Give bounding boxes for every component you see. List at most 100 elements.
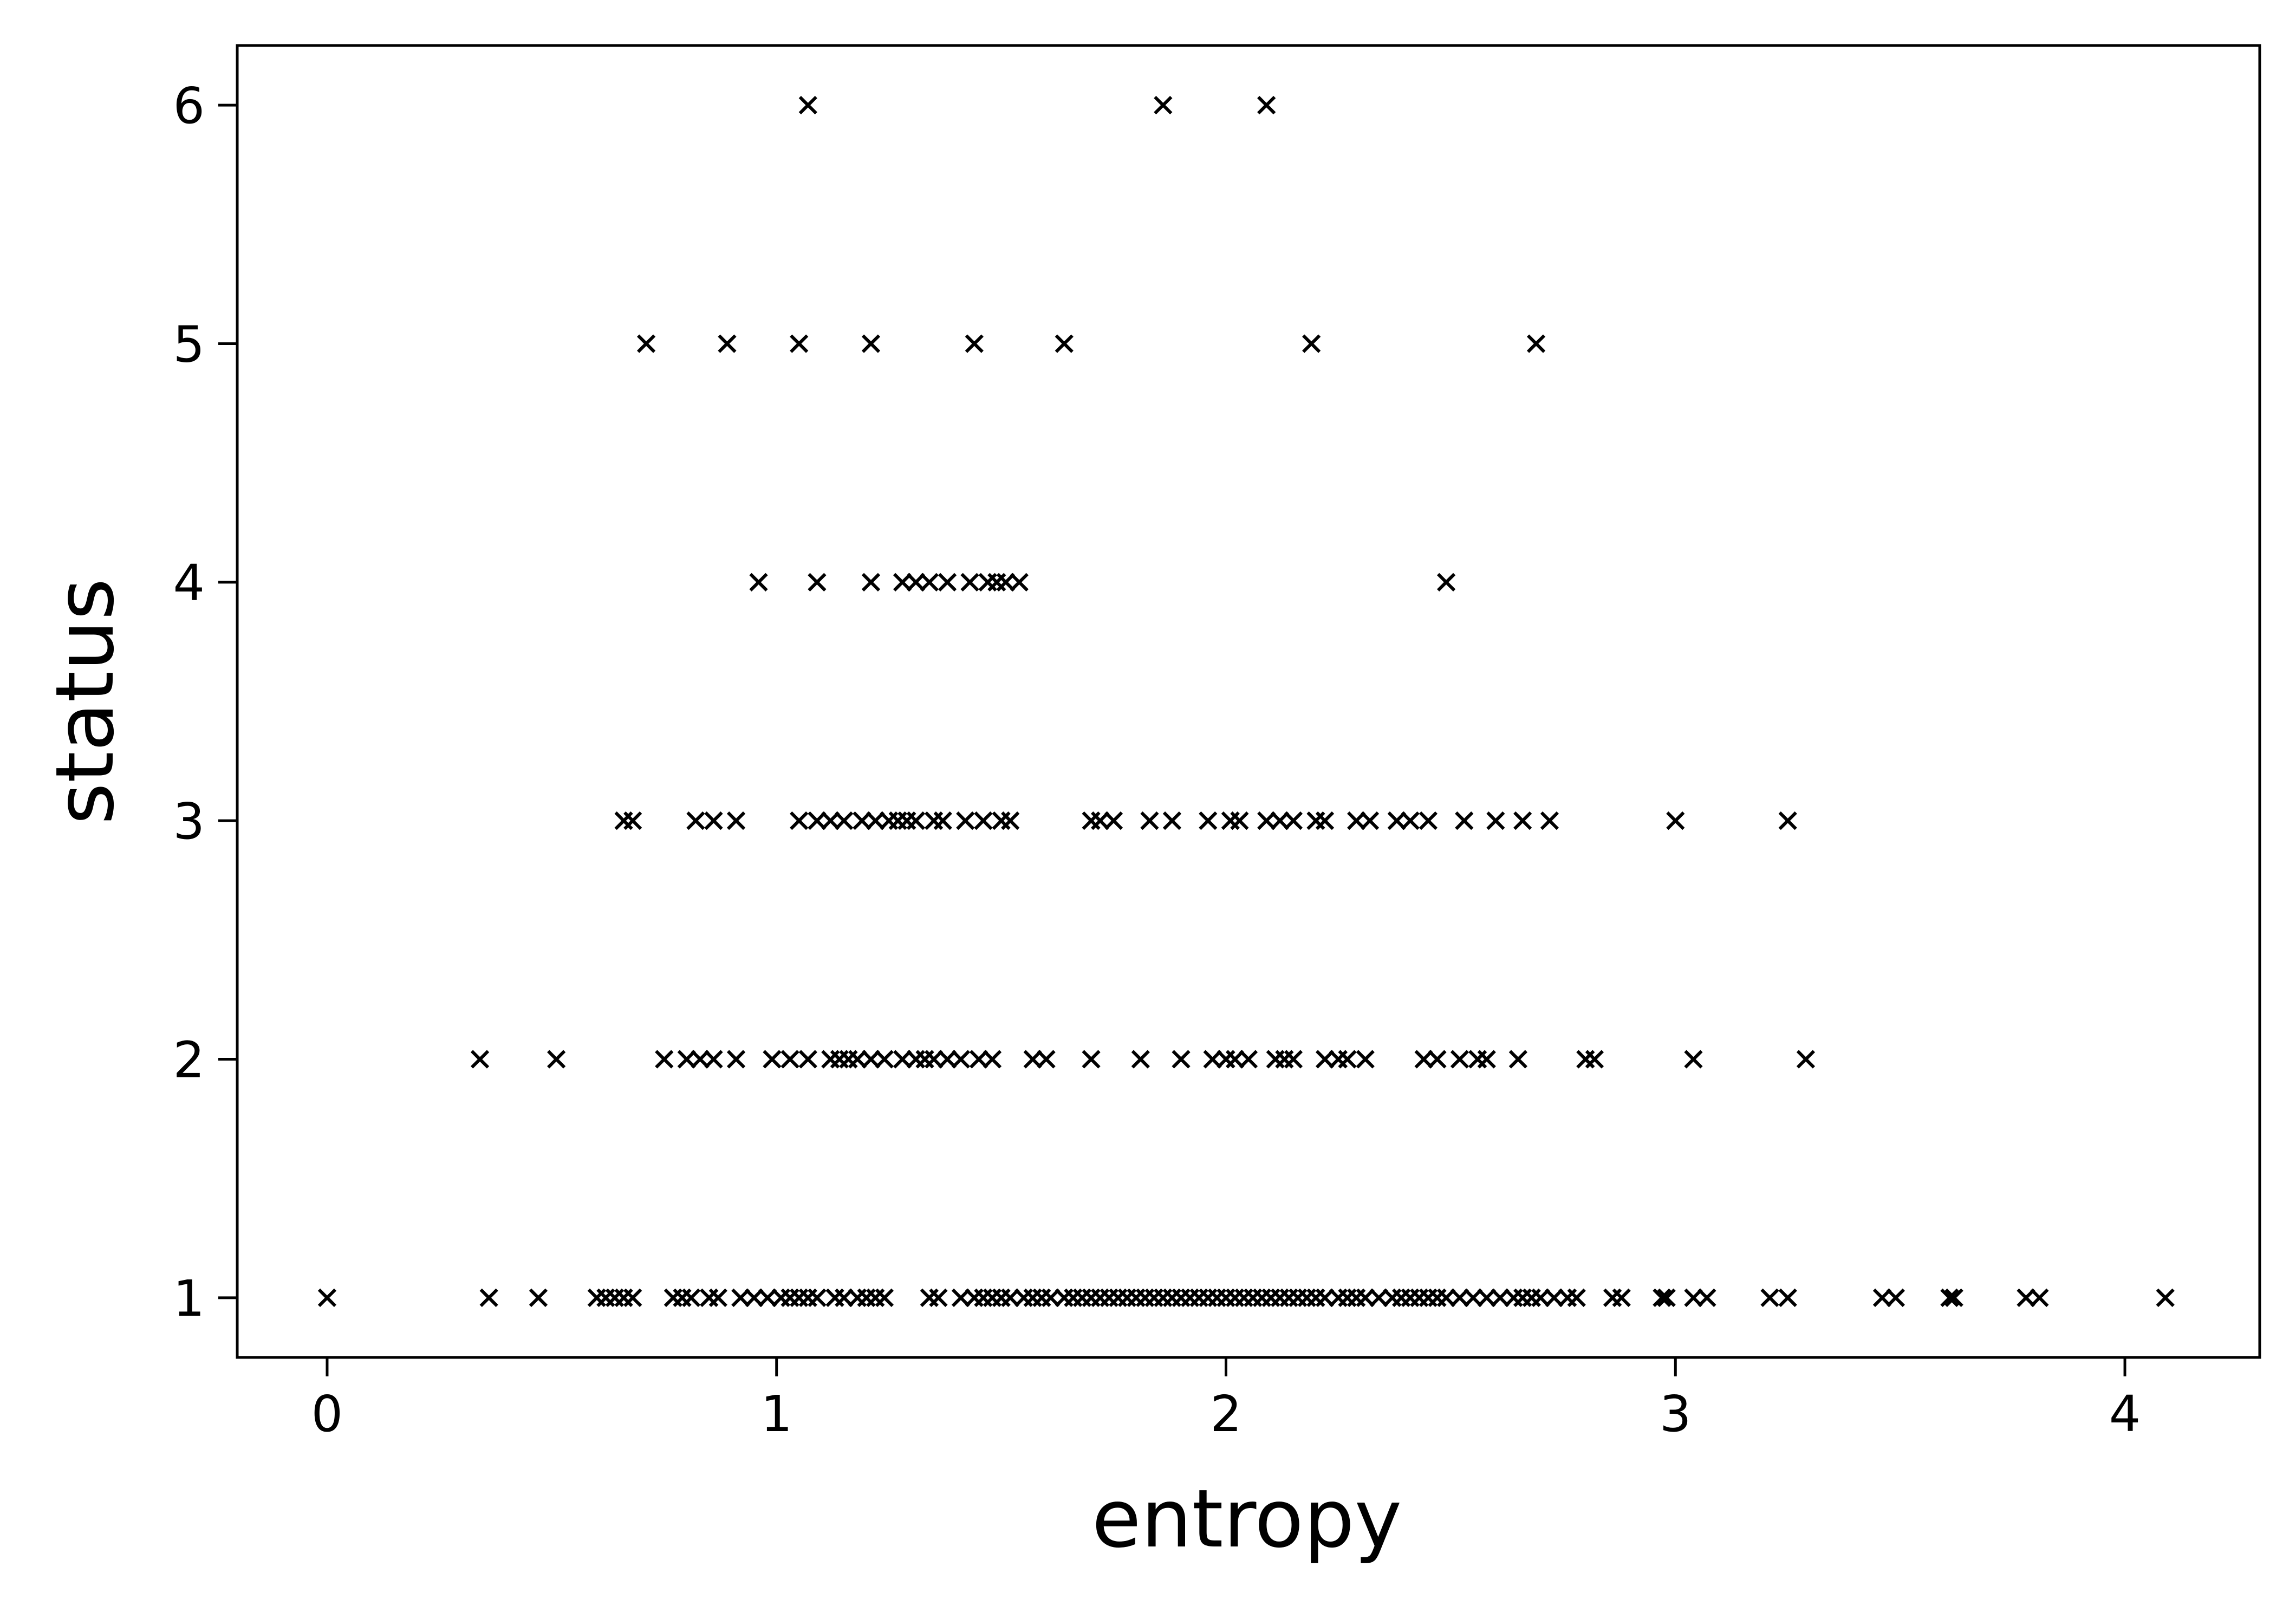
data-point	[1401, 811, 1420, 830]
data-point	[1513, 811, 1532, 830]
data-point	[808, 1288, 827, 1308]
data-point	[1436, 573, 1456, 592]
y-tick-label: 1	[173, 1270, 205, 1328]
data-point	[1230, 811, 1249, 830]
data-point	[1302, 334, 1321, 353]
data-point	[798, 1050, 817, 1069]
data-point	[1778, 811, 1797, 830]
data-point	[1540, 811, 1559, 830]
x-tick-label: 2	[1210, 1385, 1242, 1443]
data-point	[1531, 1288, 1550, 1308]
data-point	[1545, 1288, 1564, 1308]
data-point	[745, 1288, 764, 1308]
data-point	[938, 573, 957, 592]
data-point	[1356, 1050, 1375, 1069]
data-point	[547, 1050, 566, 1069]
data-point	[893, 573, 912, 592]
data-point	[1477, 1288, 1496, 1308]
data-point	[636, 334, 656, 353]
data-point	[1091, 811, 1110, 830]
data-point	[938, 1050, 957, 1069]
data-point	[933, 811, 952, 830]
data-point	[1450, 1288, 1469, 1308]
data-point	[1428, 1050, 1447, 1069]
data-point	[1037, 1050, 1056, 1069]
data-point	[1172, 1050, 1191, 1069]
data-point	[970, 1050, 988, 1069]
data-point	[1001, 1288, 1020, 1308]
data-point	[317, 1288, 337, 1308]
data-point	[1414, 1050, 1433, 1069]
data-point	[1315, 1050, 1335, 1069]
data-point	[861, 573, 881, 592]
data-point	[1653, 1288, 1671, 1308]
data-point	[1315, 1288, 1335, 1308]
x-tick-label: 0	[311, 1385, 343, 1443]
data-point	[1697, 1288, 1716, 1308]
data-point	[1347, 811, 1366, 830]
data-point	[749, 573, 768, 592]
data-point	[1023, 1050, 1042, 1069]
data-point	[1284, 1050, 1303, 1069]
data-point	[835, 811, 854, 830]
data-point	[1055, 334, 1074, 353]
data-point	[1257, 95, 1276, 115]
data-point	[1464, 1288, 1483, 1308]
data-point	[529, 1288, 548, 1308]
data-point	[1477, 1050, 1496, 1069]
data-point	[1585, 1050, 1604, 1069]
data-point	[1162, 811, 1182, 830]
x-axis-ticks: 0 1 2 3 4	[311, 1357, 2141, 1443]
data-point	[1199, 811, 1218, 830]
data-point	[920, 573, 939, 592]
data-point	[1306, 811, 1325, 830]
y-tick-label: 2	[173, 1031, 205, 1089]
data-point	[704, 811, 723, 830]
data-point	[1154, 95, 1173, 115]
data-point	[655, 1050, 674, 1069]
data-point	[1131, 1050, 1150, 1069]
data-point	[2030, 1288, 2049, 1308]
x-tick-label: 3	[1660, 1385, 1692, 1443]
data-point	[677, 1050, 696, 1069]
data-point	[1203, 1050, 1222, 1069]
data-point	[1001, 811, 1020, 830]
data-point	[906, 811, 926, 830]
x-tick-label: 4	[2109, 1385, 2141, 1443]
data-point	[1684, 1288, 1703, 1308]
data-point	[2156, 1288, 2175, 1308]
data-point	[1796, 1050, 1816, 1069]
data-point	[951, 1050, 971, 1069]
x-axis-label: entropy	[1092, 1472, 1402, 1565]
data-point	[906, 573, 926, 592]
data-point	[1356, 1288, 1375, 1308]
data-point	[853, 811, 871, 830]
data-point	[708, 1288, 727, 1308]
data-point	[479, 1288, 498, 1308]
data-point	[808, 811, 827, 830]
data-point	[996, 573, 1016, 592]
data-point	[1567, 1288, 1586, 1308]
data-point	[861, 1050, 881, 1069]
data-point	[1225, 1050, 1245, 1069]
data-point	[1041, 1288, 1061, 1308]
data-point	[1508, 1050, 1527, 1069]
data-point	[1369, 1288, 1388, 1308]
data-point	[758, 1288, 777, 1308]
data-point	[866, 811, 885, 830]
data-point	[929, 1288, 948, 1308]
data-point	[1886, 1288, 1905, 1308]
data-point	[1872, 1288, 1892, 1308]
data-point	[763, 1050, 782, 1069]
data-point	[1455, 811, 1474, 830]
data-point	[808, 573, 827, 592]
y-tick-label: 5	[173, 315, 205, 373]
data-point	[2017, 1288, 2035, 1308]
data-point	[1338, 1050, 1357, 1069]
plot-frame	[236, 44, 2261, 1359]
data-point	[790, 334, 809, 353]
data-point	[983, 1050, 1002, 1069]
